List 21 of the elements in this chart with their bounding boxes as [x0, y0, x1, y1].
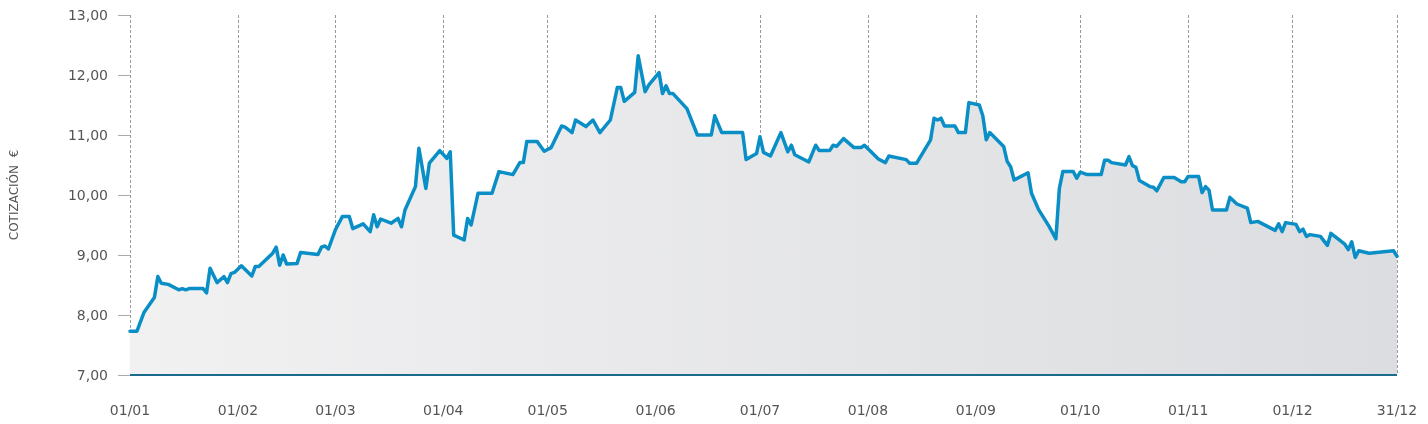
y-tick-label: 9,00 — [76, 247, 108, 263]
x-tick-label: 01/07 — [739, 402, 781, 418]
x-tick-label: 01/11 — [1167, 402, 1209, 418]
y-tick-label: 13,00 — [67, 7, 108, 23]
x-tick-label: 01/02 — [217, 402, 259, 418]
x-tick-label: 01/06 — [635, 402, 676, 418]
y-tick-label: 10,00 — [67, 187, 108, 203]
x-tick-label: 31/12 — [1376, 402, 1418, 418]
x-tick-label: 01/01 — [109, 402, 151, 418]
x-tick-label: 01/04 — [423, 402, 464, 418]
y-axis-title: COTIZACIÓN € — [6, 149, 21, 241]
y-tick-label: 12,00 — [67, 67, 108, 83]
x-tick-label: 01/08 — [847, 402, 889, 418]
x-tick-label: 01/03 — [315, 402, 356, 418]
x-tick-label: 01/09 — [955, 402, 997, 418]
x-tick-label: 01/05 — [527, 402, 568, 418]
x-tick-label: 01/12 — [1272, 402, 1313, 418]
y-tick-label: 7,00 — [76, 367, 108, 383]
y-tick-label: 11,00 — [67, 127, 108, 143]
y-tick-label: 8,00 — [76, 307, 108, 323]
x-tick-label: 01/10 — [1060, 402, 1101, 418]
